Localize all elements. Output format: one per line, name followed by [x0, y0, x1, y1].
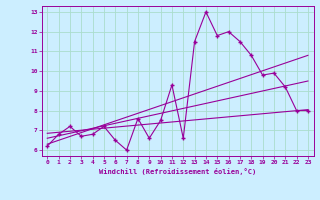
X-axis label: Windchill (Refroidissement éolien,°C): Windchill (Refroidissement éolien,°C) [99, 168, 256, 175]
